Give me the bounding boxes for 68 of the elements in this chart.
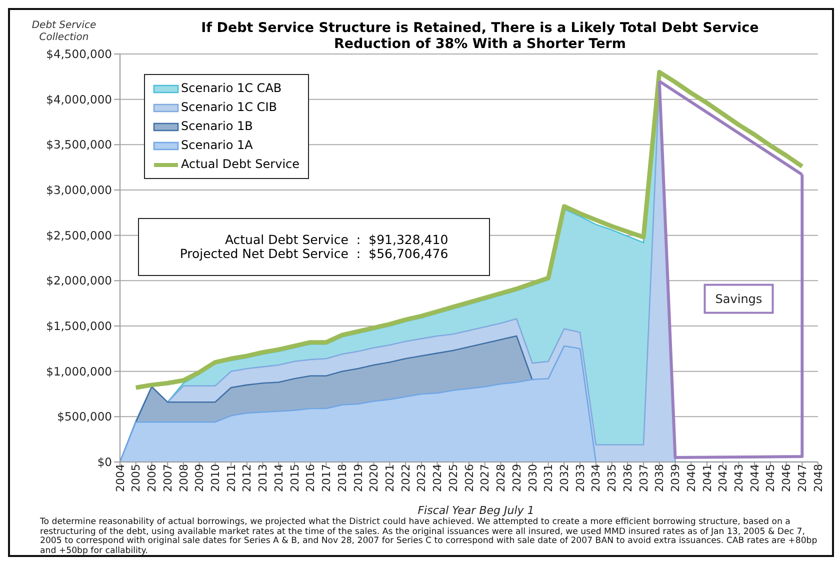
x-tick-label: 2018 <box>336 464 349 492</box>
y-tick-label: $1,000,000 <box>46 364 112 378</box>
x-axis-title: Fiscal Year Beg July 1 <box>416 504 536 517</box>
x-tick-label: 2014 <box>272 464 286 492</box>
annotation: Projected Net Debt Service : $56,706,476 <box>178 246 450 261</box>
x-tick-label: 2044 <box>748 464 762 492</box>
x-tick-label: 2023 <box>415 464 428 492</box>
x-tick-label: 2011 <box>224 464 238 492</box>
x-tick-label: 2017 <box>320 464 334 492</box>
x-tick-label: 2045 <box>764 464 778 492</box>
x-tick-label: 2039 <box>669 464 682 492</box>
x-tick-label: 2008 <box>177 464 190 492</box>
y-tick-label: $4,500,000 <box>46 47 112 62</box>
x-tick-label: 2010 <box>208 464 222 492</box>
x-tick-label: 2024 <box>431 464 444 492</box>
x-tick-label: 2021 <box>383 464 396 492</box>
x-tick-label: 2022 <box>399 464 412 492</box>
y-tick-label: $4,000,000 <box>46 92 112 106</box>
x-tick-label: 2012 <box>240 464 254 492</box>
text: To determine reasonability of actual borrowings, we projected what the District could have achieved. We attempted to create a more efficient borrowing structure, based on a restructuring of the debt, using available market rates at the time of the sales. As the original issuances were all insured, we used MMD insured rates as of Jan 13, 2005 & Dec 7, 2005 to correspond with original sale dates for Series A & B, and Nov 28, 2007 for Series C to correspond with sale date of 2007 BAN to avoid extra issuances. CAB rates are +80bp and +50bp for callability. <box>40 517 818 556</box>
x-tick-label: 2029 <box>510 464 524 492</box>
x-tick-label: 2038 <box>653 464 666 492</box>
x-tick-label: 2037 <box>637 464 650 492</box>
legend-label: Actual Debt Service <box>181 156 300 173</box>
x-tick-label: 2040 <box>684 464 698 492</box>
x-tick-label: 2015 <box>288 464 302 492</box>
x-tick-label: 2027 <box>478 464 492 492</box>
x-tick-label: 2032 <box>558 464 571 492</box>
x-tick-label: 2047 <box>796 464 809 492</box>
y-tick-label: $3,500,000 <box>46 138 112 152</box>
legend-label: Scenario 1B <box>181 118 253 135</box>
x-tick-label: 2033 <box>574 464 587 492</box>
y-tick-label: $0 <box>97 455 112 470</box>
x-tick-label: 2026 <box>462 464 476 492</box>
legend-label: Scenario 1C CAB <box>181 80 282 97</box>
annotation: Savings <box>715 292 762 306</box>
x-tick-label: 2020 <box>368 464 381 492</box>
x-tick-label: 2042 <box>716 464 730 492</box>
x-tick-label: 2009 <box>193 464 206 492</box>
x-tick-label: 2036 <box>621 464 634 492</box>
y-tick-label: $3,000,000 <box>46 183 112 198</box>
legend-label: Scenario 1C CIB <box>181 99 277 116</box>
x-tick-label: 2034 <box>590 464 603 492</box>
y-tick-label: $1,500,000 <box>46 319 112 334</box>
x-tick-label: 2035 <box>606 464 619 492</box>
x-tick-label: 2005 <box>130 464 143 492</box>
x-tick-label: 2004 <box>114 464 127 492</box>
x-tick-label: 2028 <box>494 464 508 492</box>
x-tick-label: 2019 <box>352 464 365 492</box>
legend-label: Scenario 1A <box>181 137 253 154</box>
x-tick-label: 2016 <box>304 464 318 492</box>
x-tick-label: 2030 <box>526 464 540 492</box>
y-tick-label: $2,000,000 <box>46 274 112 288</box>
x-tick-label: 2048 <box>812 464 825 492</box>
x-tick-label: 2043 <box>732 464 746 492</box>
x-tick-label: 2013 <box>256 464 270 492</box>
x-tick-label: 2031 <box>542 464 556 492</box>
y-tick-label: $500,000 <box>57 410 112 424</box>
x-tick-label: 2006 <box>146 464 159 492</box>
y-tick-label: $2,500,000 <box>46 228 112 242</box>
x-tick-label: 2046 <box>780 464 794 492</box>
annotation: Actual Debt Service : $91,328,410 <box>224 232 450 247</box>
chart-title: If Debt Service Structure is Retained, There is a Likely Total Debt Service Reduction of 38% With a Shorter Term <box>200 20 760 52</box>
x-tick-label: 2025 <box>446 464 460 492</box>
y-axis-title: Debt Service Collection <box>30 20 98 44</box>
info-box: Actual Debt Service : $91,328,410 Projected Net Debt Service : $56,706,476 <box>138 218 490 276</box>
x-tick-label: 2041 <box>700 464 714 492</box>
x-tick-label: 2007 <box>161 464 174 492</box>
